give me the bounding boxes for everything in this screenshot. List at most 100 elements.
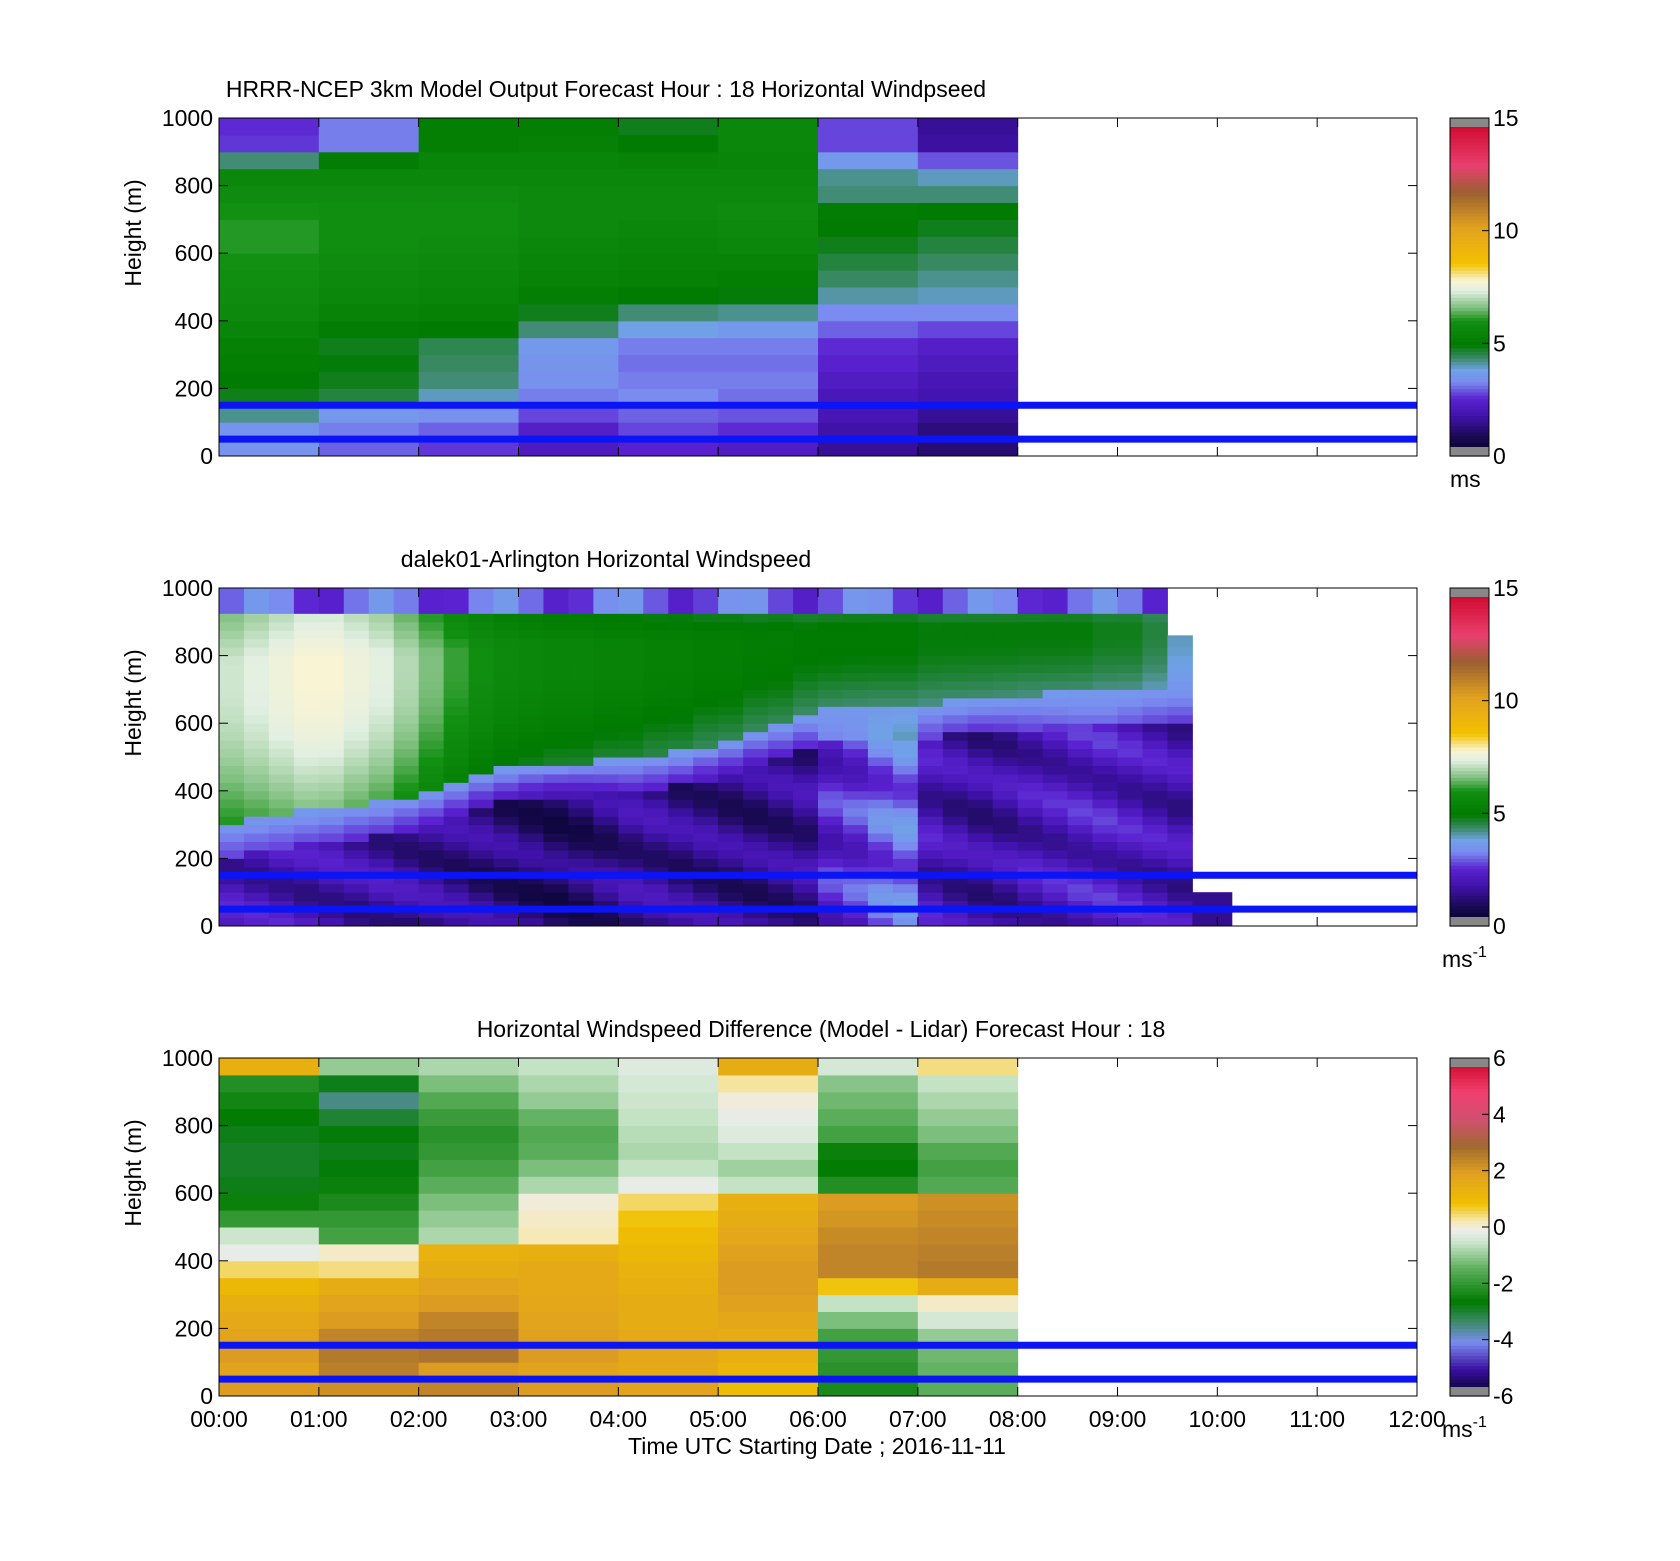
- colorbar-tick-label: 4: [1493, 1101, 1506, 1127]
- heatmap-cell: [768, 689, 794, 699]
- colorbar-cap: [1450, 588, 1489, 597]
- heatmap-cell: [818, 900, 844, 910]
- colorbar-swatch: [1450, 398, 1489, 403]
- heatmap-cell: [343, 866, 370, 876]
- heatmap-cell: [293, 740, 320, 750]
- heatmap-cell: [992, 858, 1019, 868]
- heatmap-cell: [293, 638, 320, 648]
- heatmap-cell: [368, 697, 395, 707]
- colorbar-swatch: [1450, 827, 1489, 832]
- heatmap-cell: [643, 824, 669, 834]
- heatmap-cell: [818, 354, 919, 372]
- colorbar-swatch: [1450, 1233, 1489, 1238]
- colorbar-swatch: [1450, 131, 1489, 136]
- heatmap-cell: [1017, 892, 1044, 902]
- heatmap-cell: [842, 748, 869, 758]
- colorbar-swatch: [1450, 1220, 1489, 1225]
- heatmap-cell: [618, 900, 644, 910]
- heatmap-cell: [1092, 909, 1118, 919]
- heatmap-cell: [1142, 647, 1168, 657]
- heatmap-cell: [917, 782, 944, 792]
- colorbar-swatch: [1450, 740, 1489, 745]
- heatmap-cell: [967, 858, 994, 868]
- heatmap-cell: [942, 588, 969, 597]
- heatmap-cell: [368, 841, 395, 851]
- heatmap-cell: [643, 909, 669, 919]
- heatmap-cell: [867, 807, 894, 817]
- heatmap-cell: [268, 588, 295, 597]
- colorbar-swatch: [1450, 256, 1489, 261]
- heatmap-cell: [718, 765, 744, 775]
- heatmap-cell: [443, 790, 470, 800]
- heatmap-cell: [618, 773, 644, 783]
- heatmap-cell: [768, 638, 794, 648]
- heatmap-cell: [343, 833, 370, 842]
- heatmap-cell: [393, 883, 420, 893]
- heatmap-cell: [219, 638, 245, 648]
- heatmap-cell: [1117, 630, 1143, 640]
- colorbar-swatch: [1450, 1206, 1489, 1211]
- heatmap-cell: [668, 900, 694, 910]
- heatmap-cell: [1067, 757, 1094, 766]
- y-tick-label: 600: [175, 1180, 213, 1206]
- colorbar-swatch: [1450, 307, 1489, 312]
- heatmap-cell: [243, 782, 270, 792]
- heatmap-cell: [518, 883, 544, 893]
- heatmap-cell: [219, 588, 245, 597]
- heatmap-cell: [1167, 748, 1193, 758]
- heatmap-cell: [368, 909, 395, 919]
- heatmap-cell: [318, 303, 420, 322]
- heatmap-cell: [718, 740, 744, 750]
- heatmap-cell: [543, 765, 569, 775]
- heatmap-cell: [1042, 782, 1069, 792]
- colorbar-swatch: [1450, 145, 1489, 150]
- heatmap-cell: [842, 731, 869, 741]
- heatmap-cell: [768, 824, 794, 834]
- heatmap-cell: [668, 841, 694, 851]
- heatmap-cell: [867, 790, 894, 800]
- heatmap-cell: [243, 824, 270, 834]
- heatmap-cell: [1067, 621, 1094, 631]
- heatmap-cell: [243, 833, 270, 842]
- colorbar-swatch: [1450, 848, 1489, 853]
- colorbar-swatch: [1450, 418, 1489, 423]
- heatmap-cell: [468, 604, 495, 614]
- colorbar-frame: [1449, 587, 1490, 927]
- colorbar-swatch: [1450, 1365, 1489, 1370]
- heatmap-cell: [468, 807, 495, 817]
- heatmap-cell: [818, 405, 919, 423]
- heatmap-cell: [967, 909, 994, 919]
- heatmap-cell: [818, 638, 844, 648]
- heatmap-cell: [793, 647, 819, 657]
- heatmap-cell: [992, 714, 1019, 724]
- heatmap-cell: [593, 833, 619, 842]
- heatmap-cell: [992, 740, 1019, 750]
- heatmap-cell: [318, 883, 345, 893]
- heatmap-cell: [393, 824, 420, 834]
- heatmap-cell: [593, 647, 619, 657]
- x-tick-label: 04:00: [590, 1406, 648, 1432]
- heatmap-cell: [992, 664, 1019, 673]
- heatmap-cell: [743, 900, 769, 910]
- heatmap-cell: [618, 1379, 719, 1397]
- heatmap-cell: [368, 883, 395, 893]
- heatmap-cell: [518, 604, 544, 614]
- heatmap-cell: [718, 1142, 819, 1160]
- heatmap-cell: [268, 706, 295, 716]
- heatmap-cell: [842, 816, 869, 826]
- heatmap-cell: [1142, 689, 1168, 699]
- heatmap-cell: [818, 596, 844, 606]
- heatmap-cell: [942, 799, 969, 809]
- heatmap-cell: [668, 588, 694, 597]
- heatmap-cell: [1092, 689, 1118, 699]
- heatmap-cell: [343, 588, 370, 597]
- heatmap-cell: [618, 714, 644, 724]
- colorbar-swatch: [1450, 415, 1489, 420]
- heatmap-cell: [293, 604, 320, 614]
- heatmap-cell: [1067, 917, 1094, 927]
- heatmap-cell: [842, 588, 869, 597]
- heatmap-cell: [967, 883, 994, 893]
- colorbar-swatch: [1450, 807, 1489, 812]
- heatmap-cell: [468, 875, 495, 885]
- heatmap-cell: [618, 439, 719, 457]
